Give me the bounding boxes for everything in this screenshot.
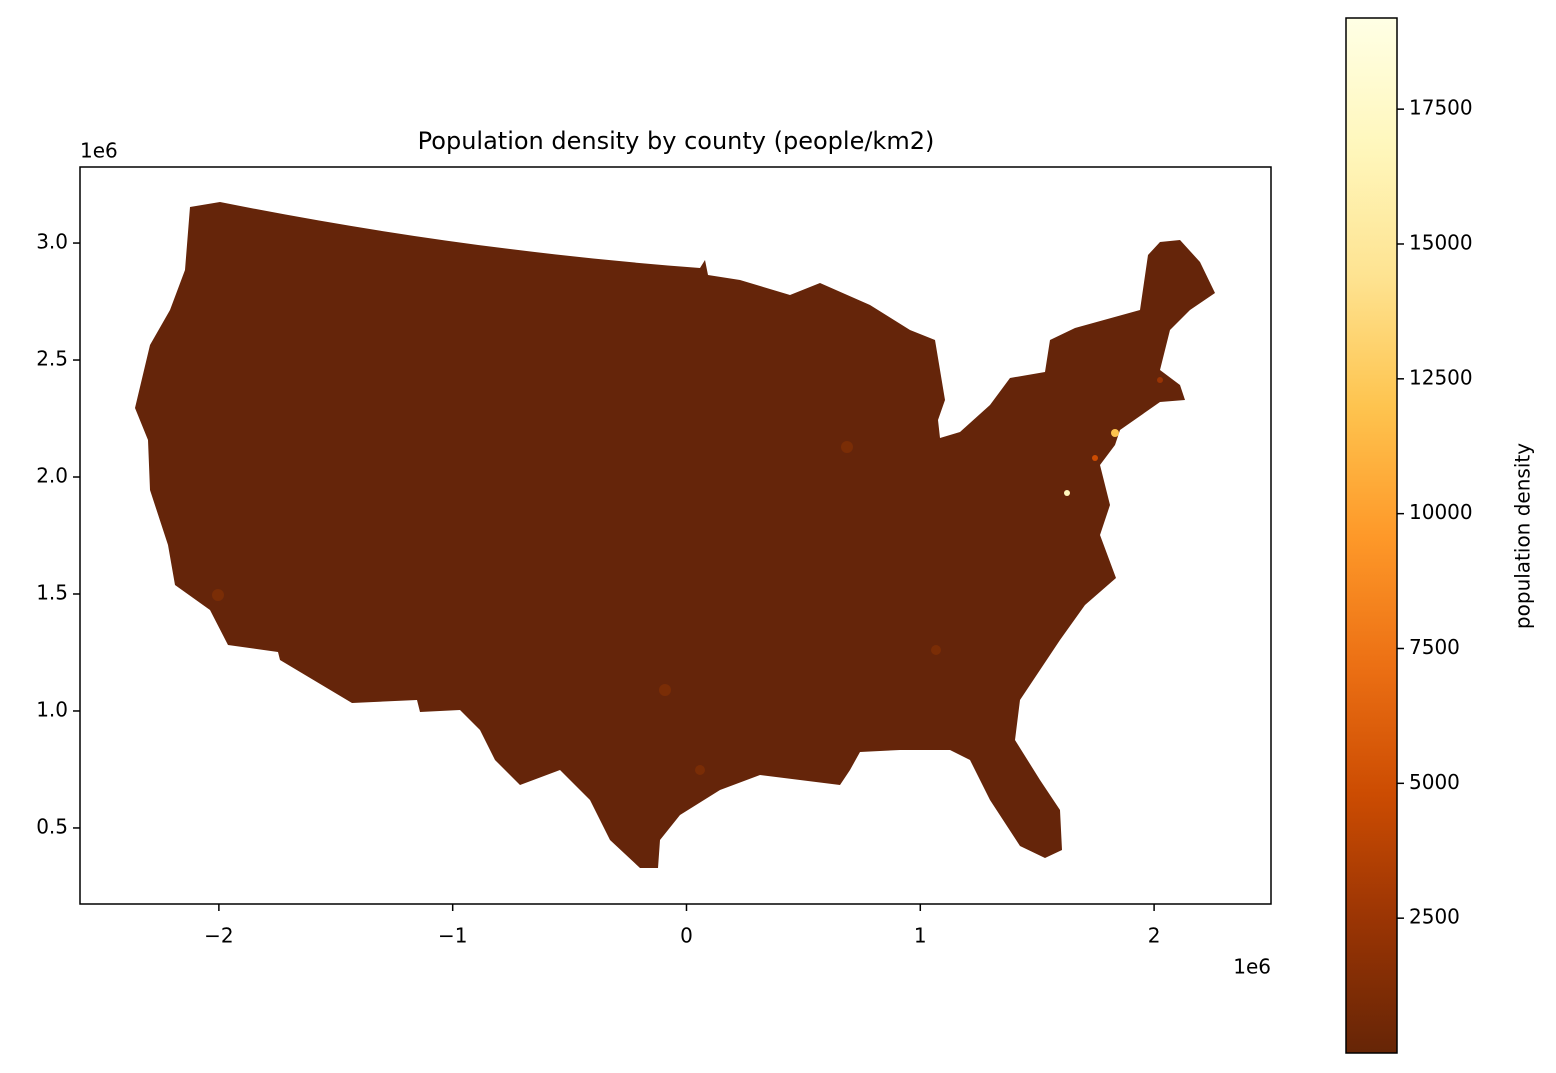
y-tick-label: 3.0 bbox=[36, 230, 68, 254]
colorbar-tick-label: 2500 bbox=[1409, 905, 1460, 929]
y-tick-label: 2.5 bbox=[36, 347, 68, 371]
map-outline bbox=[135, 202, 1215, 868]
axes-frame bbox=[79, 166, 1272, 905]
colorbar-tick-label: 17500 bbox=[1409, 96, 1473, 120]
hotspot bbox=[659, 684, 671, 696]
x-tick-label: −1 bbox=[438, 924, 467, 948]
hotspot bbox=[1157, 377, 1163, 383]
hotspot bbox=[695, 765, 705, 775]
chart-title: Population density by county (people/km2… bbox=[418, 127, 935, 155]
colorbar-tick-label: 10000 bbox=[1409, 500, 1473, 524]
x-tick-label: 1 bbox=[914, 924, 927, 948]
hotspot bbox=[1092, 455, 1098, 461]
y-tick-label: 0.5 bbox=[36, 814, 68, 838]
colorbar-tick-label: 5000 bbox=[1409, 770, 1460, 794]
hotspot bbox=[931, 645, 941, 655]
x-tick-label: −2 bbox=[204, 924, 233, 948]
x-offset-label: 1e6 bbox=[1233, 955, 1271, 979]
dense-areas bbox=[212, 377, 1163, 775]
y-tick-label: 2.0 bbox=[36, 464, 68, 488]
colorbar-tick-label: 7500 bbox=[1409, 635, 1460, 659]
colorbar bbox=[1345, 17, 1398, 1054]
colorbar-tick-label: 12500 bbox=[1409, 365, 1473, 389]
x-tick-label: 0 bbox=[680, 924, 693, 948]
hotspot bbox=[1111, 429, 1119, 437]
colorbar-label: population density bbox=[1511, 443, 1535, 629]
hotspot bbox=[1064, 490, 1070, 496]
hotspot bbox=[212, 589, 224, 601]
hotspot bbox=[841, 441, 853, 453]
y-tick-label: 1.5 bbox=[36, 580, 68, 604]
y-offset-label: 1e6 bbox=[80, 139, 118, 163]
colorbar-tick-label: 15000 bbox=[1409, 230, 1473, 254]
y-tick-label: 1.0 bbox=[36, 697, 68, 721]
x-tick-label: 2 bbox=[1148, 924, 1161, 948]
